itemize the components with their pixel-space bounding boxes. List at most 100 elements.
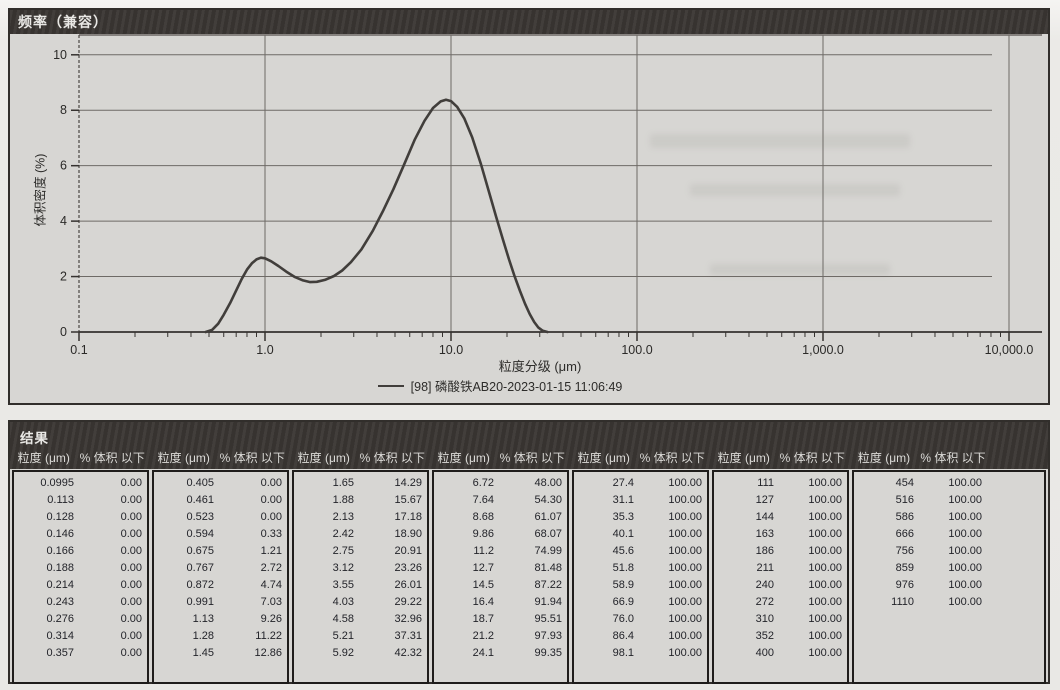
size-value: 0.243 (46, 596, 74, 608)
chart-legend: [98] 磷酸铁AB20-2023-01-15 11:06:49 (290, 376, 710, 395)
size-value: 6.72 (472, 477, 494, 489)
percent-value: 0.00 (120, 562, 142, 574)
percent-value: 0.00 (120, 630, 142, 642)
size-value: 211 (756, 562, 774, 574)
table-row: 24.1 99.35 (434, 645, 567, 662)
x-axis-label: 粒度分级 (μm) (498, 359, 582, 374)
size-value: 0.675 (186, 545, 214, 557)
percent-value: 0.00 (120, 579, 142, 591)
table-row: 16.4 91.94 (434, 594, 567, 611)
size-value: 0.314 (46, 630, 74, 642)
size-value: 163 (755, 528, 774, 540)
size-value: 3.12 (332, 562, 354, 574)
percent-value: 26.01 (394, 579, 422, 591)
paper-bleedthrough-smudge (690, 184, 900, 196)
x-tick-labels: 0.1 1.0 10.0 100.0 1,000.0 10,000.0 (70, 343, 1033, 357)
size-column-header: 粒度 (μm) (577, 451, 630, 465)
percent-value: 0.00 (260, 477, 282, 489)
percent-value: 100.00 (668, 528, 702, 540)
percent-value: 11.22 (255, 630, 282, 642)
table-row: 40.1 100.00 (574, 526, 707, 543)
percent-value: 0.00 (120, 647, 142, 659)
size-value: 76.0 (612, 613, 634, 625)
table-row: 11.2 74.99 (434, 543, 567, 560)
column-header-group: 粒度 (μm) % 体积 以下 (572, 449, 709, 466)
percent-value: 0.00 (120, 477, 142, 489)
percent-value: 100.00 (808, 494, 842, 506)
size-value: 0.188 (46, 562, 74, 574)
percent-value: 0.00 (120, 545, 142, 557)
tick-label: 100.0 (621, 343, 652, 357)
tick-label: 10 (53, 48, 67, 62)
size-value: 58.9 (612, 579, 634, 591)
percent-value: 100.00 (808, 477, 842, 489)
percent-value: 17.18 (394, 511, 422, 523)
percent-column-header: % 体积 以下 (920, 451, 986, 465)
table-row: 0.461 0.00 (154, 492, 287, 509)
size-value: 98.1 (612, 647, 634, 659)
percent-column-header: % 体积 以下 (359, 451, 425, 465)
tick-label: 4 (60, 214, 67, 228)
size-value: 1.88 (332, 494, 354, 506)
percent-value: 100.00 (668, 596, 702, 608)
table-row: 0.872 4.74 (154, 577, 287, 594)
percent-value: 100.00 (808, 545, 842, 557)
size-value: 144 (755, 511, 774, 523)
table-row: 0.991 7.03 (154, 594, 287, 611)
gridlines (79, 34, 1042, 332)
percent-value: 100.00 (808, 647, 842, 659)
table-row: 0.128 0.00 (14, 509, 147, 526)
size-value: 859 (895, 562, 914, 574)
percent-value: 100.00 (948, 545, 982, 557)
percent-value: 74.99 (534, 545, 562, 557)
percent-value: 54.30 (534, 494, 562, 506)
size-value: 14.5 (472, 579, 494, 591)
table-row: 0.357 0.00 (14, 645, 147, 662)
size-value: 1.65 (332, 477, 354, 489)
table-row: 86.4 100.00 (574, 628, 707, 645)
percent-value: 100.00 (808, 579, 842, 591)
table-row: 1.45 12.86 (154, 645, 287, 662)
size-value: 9.86 (472, 528, 494, 540)
results-table-body: 0.0995 0.00 0.113 0.00 0.128 0.00 0.146 0.00 0.1… (10, 469, 1048, 684)
size-column-header: 粒度 (μm) (717, 451, 770, 465)
table-row: 66.9 100.00 (574, 594, 707, 611)
table-row: 0.314 0.00 (14, 628, 147, 645)
size-value: 0.991 (186, 596, 214, 608)
table-row: 5.21 37.31 (294, 628, 427, 645)
percent-value: 100.00 (808, 596, 842, 608)
size-column-header: 粒度 (μm) (157, 451, 210, 465)
table-row: 352 100.00 (714, 628, 847, 645)
percent-value: 20.91 (394, 545, 422, 557)
size-value: 310 (755, 613, 774, 625)
tick-label: 8 (60, 103, 67, 117)
size-value: 516 (895, 494, 914, 506)
size-value: 0.0995 (40, 477, 74, 489)
tick-label: 10.0 (439, 343, 463, 357)
percent-value: 100.00 (948, 596, 982, 608)
percent-value: 97.93 (534, 630, 562, 642)
size-value: 0.128 (46, 511, 74, 523)
table-row: 45.6 100.00 (574, 543, 707, 560)
percent-value: 23.26 (394, 562, 422, 574)
size-value: 45.6 (612, 545, 634, 557)
size-column-header: 粒度 (μm) (297, 451, 350, 465)
table-row: 111 100.00 (714, 475, 847, 492)
results-column-group: 27.4 100.00 31.1 100.00 35.3 100.00 40.1 100.00… (572, 470, 709, 684)
size-value: 4.58 (332, 613, 354, 625)
x-axis (78, 331, 1042, 341)
percent-value: 100.00 (948, 477, 982, 489)
percent-value: 0.00 (120, 528, 142, 540)
column-header-group: 粒度 (μm) % 体积 以下 (12, 449, 149, 466)
percent-value: 0.00 (120, 494, 142, 506)
table-row: 3.12 23.26 (294, 560, 427, 577)
percent-value: 1.21 (260, 545, 282, 557)
percent-value: 100.00 (668, 477, 702, 489)
results-column-group: 111 100.00 127 100.00 144 100.00 163 100.00 186 1… (712, 470, 849, 684)
table-row: 400 100.00 (714, 645, 847, 662)
results-column-headers: 粒度 (μm)% 体积 以下 粒度 (μm)% 体积 以下 粒度 (μm)% 体积 … (10, 449, 1048, 466)
percent-value: 32.96 (394, 613, 422, 625)
size-column-header: 粒度 (μm) (857, 451, 911, 465)
percent-value: 0.33 (260, 528, 282, 540)
percent-value: 100.00 (668, 630, 702, 642)
